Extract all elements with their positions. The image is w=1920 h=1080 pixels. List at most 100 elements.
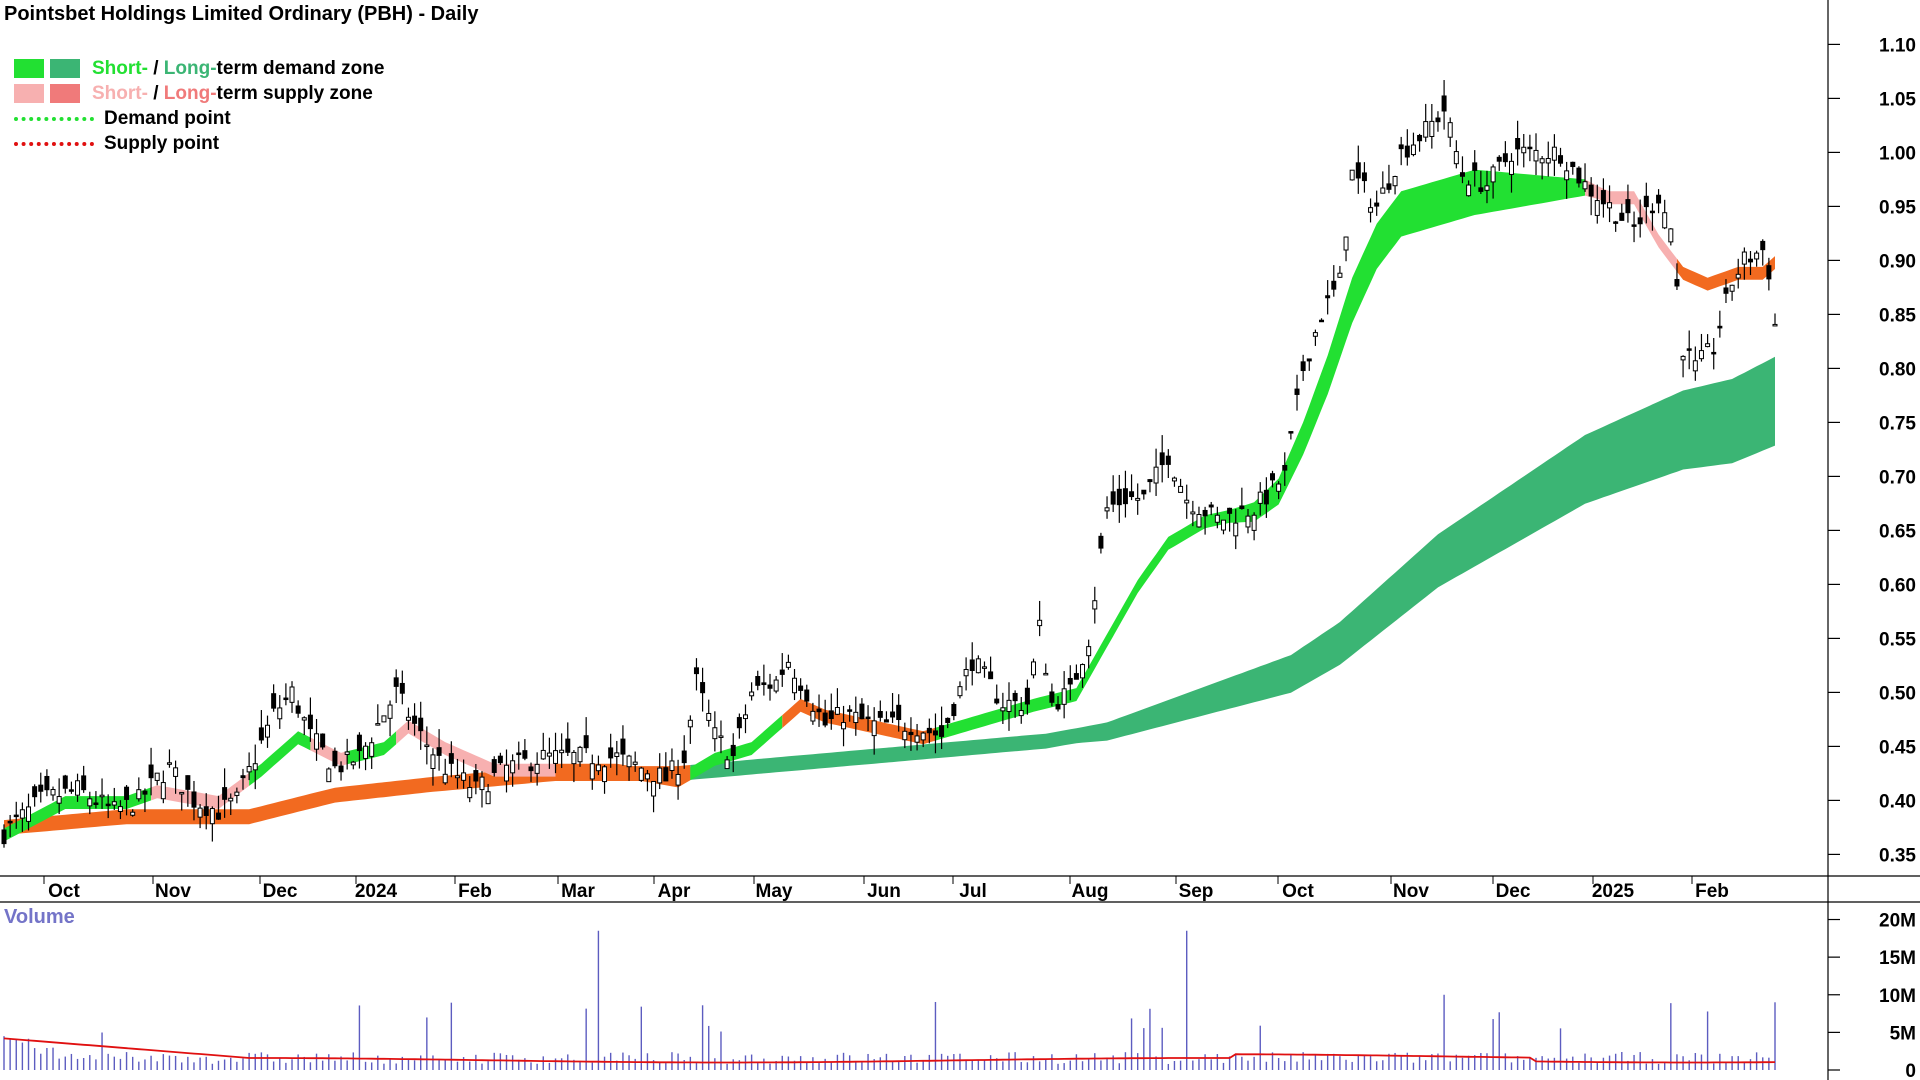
candle-body [1282,464,1288,471]
candle-body [87,798,93,807]
candle-body [467,787,473,799]
candle-body [1404,145,1410,158]
candle-body [326,768,332,783]
candle-body [1147,479,1153,483]
volume-bars [3,930,1776,1070]
candle-body [228,797,234,802]
candle-body [1080,664,1086,679]
candle-body [160,782,166,800]
month-label: Mar [561,881,595,902]
candle-body [1735,273,1741,279]
candle-body [988,671,994,680]
legend-demand-zone: Short- / Long- term demand zone [14,56,384,81]
candle-body [834,707,840,715]
short-demand-band [935,634,1107,741]
candle-body [779,669,785,675]
candle-body [234,791,240,796]
month-label: Dec [1496,881,1531,902]
candle-body [546,752,552,757]
candle-body [1760,240,1766,251]
candle-body [644,773,650,780]
candle-body [638,767,644,781]
candle-body [191,791,197,808]
candle-body [841,722,847,730]
candle-body [1239,505,1245,510]
candle-body [724,759,730,770]
candle-body [773,679,779,692]
candle-body [399,682,405,694]
candle-body [681,750,687,764]
candle-body [1190,511,1196,515]
candle-body [828,710,834,720]
candle-body [418,717,424,732]
candle-body [939,725,945,737]
volume-tick-label: 10M [1879,986,1916,1007]
candle-body [614,752,620,757]
candle-body [608,747,614,759]
candle-body [865,716,871,720]
price-tick-label: 0.90 [1879,251,1916,272]
month-label: May [756,881,793,902]
candle-body [1637,217,1643,225]
candle-body [111,801,117,806]
candle-body [718,735,724,738]
candle-body [1263,489,1269,505]
candle-body [1024,687,1030,705]
legend-demand-point: Demand point [14,106,384,131]
candle-body [920,732,926,741]
candle-body [258,727,264,741]
candle-body [1331,280,1337,290]
candle-body [767,684,773,689]
short-supply-band [555,763,691,788]
candle-body [1558,155,1564,164]
candle-body [148,764,154,779]
candle-body [1613,221,1619,224]
candle-body [1705,343,1711,348]
candle-body [1508,160,1514,175]
month-label: Jun [867,881,901,902]
legend-short-label: Short- [92,82,148,104]
candle-body [632,761,638,765]
candle-body [1049,691,1055,703]
candle-body [1067,677,1073,685]
volume-tick-label: 5M [1890,1023,1916,1044]
candle-body [1539,158,1545,164]
candle-body [240,775,246,779]
short-demand-band [249,731,311,786]
candle-body [1625,199,1631,214]
candle-body [222,787,228,800]
candle-body [963,668,969,677]
candle-body [1698,350,1704,360]
candle-body [209,808,215,825]
candle-body [277,707,283,720]
candle-body [1319,319,1325,323]
price-tick-label: 1.05 [1879,89,1916,110]
candle-body [589,763,595,780]
long-demand-swatch [50,59,80,78]
month-label: Aug [1072,881,1109,902]
candle-body [1251,514,1257,531]
candle-body [1086,646,1092,657]
candle-body [620,738,626,755]
price-tick-label: 0.65 [1879,521,1916,542]
candle-body [350,761,356,766]
short-supply-band [310,737,348,766]
candle-body [810,710,816,722]
demand-point-label: Demand point [104,107,231,129]
candle-body [454,775,460,779]
candle-body [1270,473,1276,481]
candle-body [1,829,7,845]
candle-body [32,786,38,798]
candle-body [19,809,25,819]
candle-body [1576,167,1582,184]
month-label: Nov [1393,881,1429,902]
candle-body [602,766,608,783]
candle-body [1037,619,1043,627]
supply-point-label: Supply point [104,132,220,154]
candle-body [1478,187,1484,192]
candle-body [1061,688,1067,705]
candle-body [571,751,577,765]
candle-body [26,806,32,822]
candle-body [1233,522,1239,537]
